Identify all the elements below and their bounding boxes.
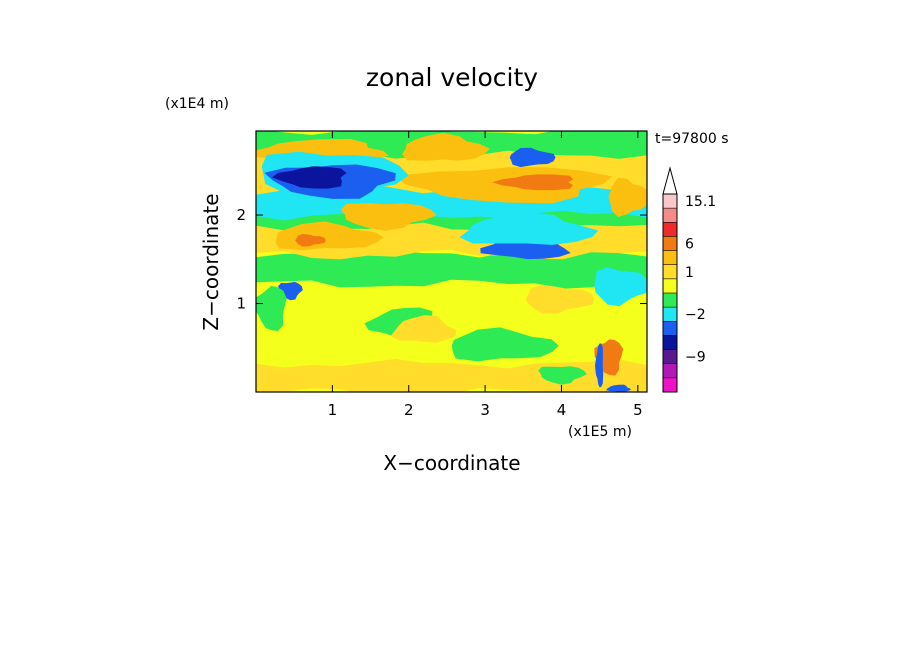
contour-region [272, 166, 347, 189]
y-axis-ticks: 12 [236, 206, 647, 313]
contour-region [538, 366, 587, 385]
colorbar-cell [663, 250, 677, 266]
chart-title: zonal velocity [366, 63, 538, 92]
x-tick-label: 1 [328, 401, 338, 419]
x-tick-label: 3 [480, 401, 490, 419]
colorbar-top-arrow [662, 166, 678, 195]
plot-area [256, 131, 647, 392]
contour-region [492, 174, 574, 191]
contour-region [509, 147, 556, 168]
colorbar-label: 15.1 [685, 194, 716, 210]
x-scale-label: (x1E5 m) [568, 424, 632, 440]
colorbar-frame [662, 193, 678, 393]
colorbar-label: −9 [685, 350, 706, 366]
colorbar-cell [663, 236, 677, 251]
contour-region [459, 212, 599, 245]
contour-region [525, 284, 595, 314]
contour-region [295, 233, 326, 247]
x-axis-label: X−coordinate [383, 451, 520, 475]
time-label: t=97800 s [655, 131, 729, 147]
contour-region [594, 267, 647, 307]
contour-region [340, 203, 437, 231]
contour-region [605, 384, 631, 392]
colorbar-cell [663, 264, 677, 280]
colorbar-label: −2 [685, 307, 706, 323]
x-axis-ticks: 1 2 3 4 5 [328, 131, 643, 419]
colorbar-cell [663, 335, 677, 350]
contour-region [390, 315, 457, 343]
colorbar-cell [663, 194, 677, 209]
colorbar-cell [663, 363, 677, 379]
colorbar-cell [663, 222, 677, 237]
contour-region [608, 177, 647, 217]
colorbar-cell [663, 321, 677, 336]
colorbar-cell [663, 377, 677, 393]
colorbar-cell [663, 208, 677, 223]
colorbar-cell [663, 349, 677, 365]
x-tick-label: 2 [404, 401, 414, 419]
plot-frame [255, 130, 648, 393]
y-tick-label: 1 [236, 295, 246, 313]
colorbar-label: 1 [685, 265, 694, 281]
contour-region [256, 285, 287, 332]
y-axis-label: Z−coordinate [199, 193, 223, 330]
colorbar-cell [663, 278, 677, 294]
contour-region [402, 132, 490, 161]
y-tick-label: 2 [236, 206, 246, 224]
colorbar-cell [663, 307, 677, 322]
colorbar-cell [663, 293, 677, 308]
y-scale-label: (x1E4 m) [165, 96, 229, 112]
contour-region [451, 327, 559, 362]
x-tick-label: 5 [633, 401, 643, 419]
colorbar: 15.1 6 1 −2 −9 [662, 166, 716, 393]
contour-region [595, 343, 604, 388]
x-tick-label: 4 [557, 401, 567, 419]
colorbar-label: 6 [685, 237, 694, 253]
